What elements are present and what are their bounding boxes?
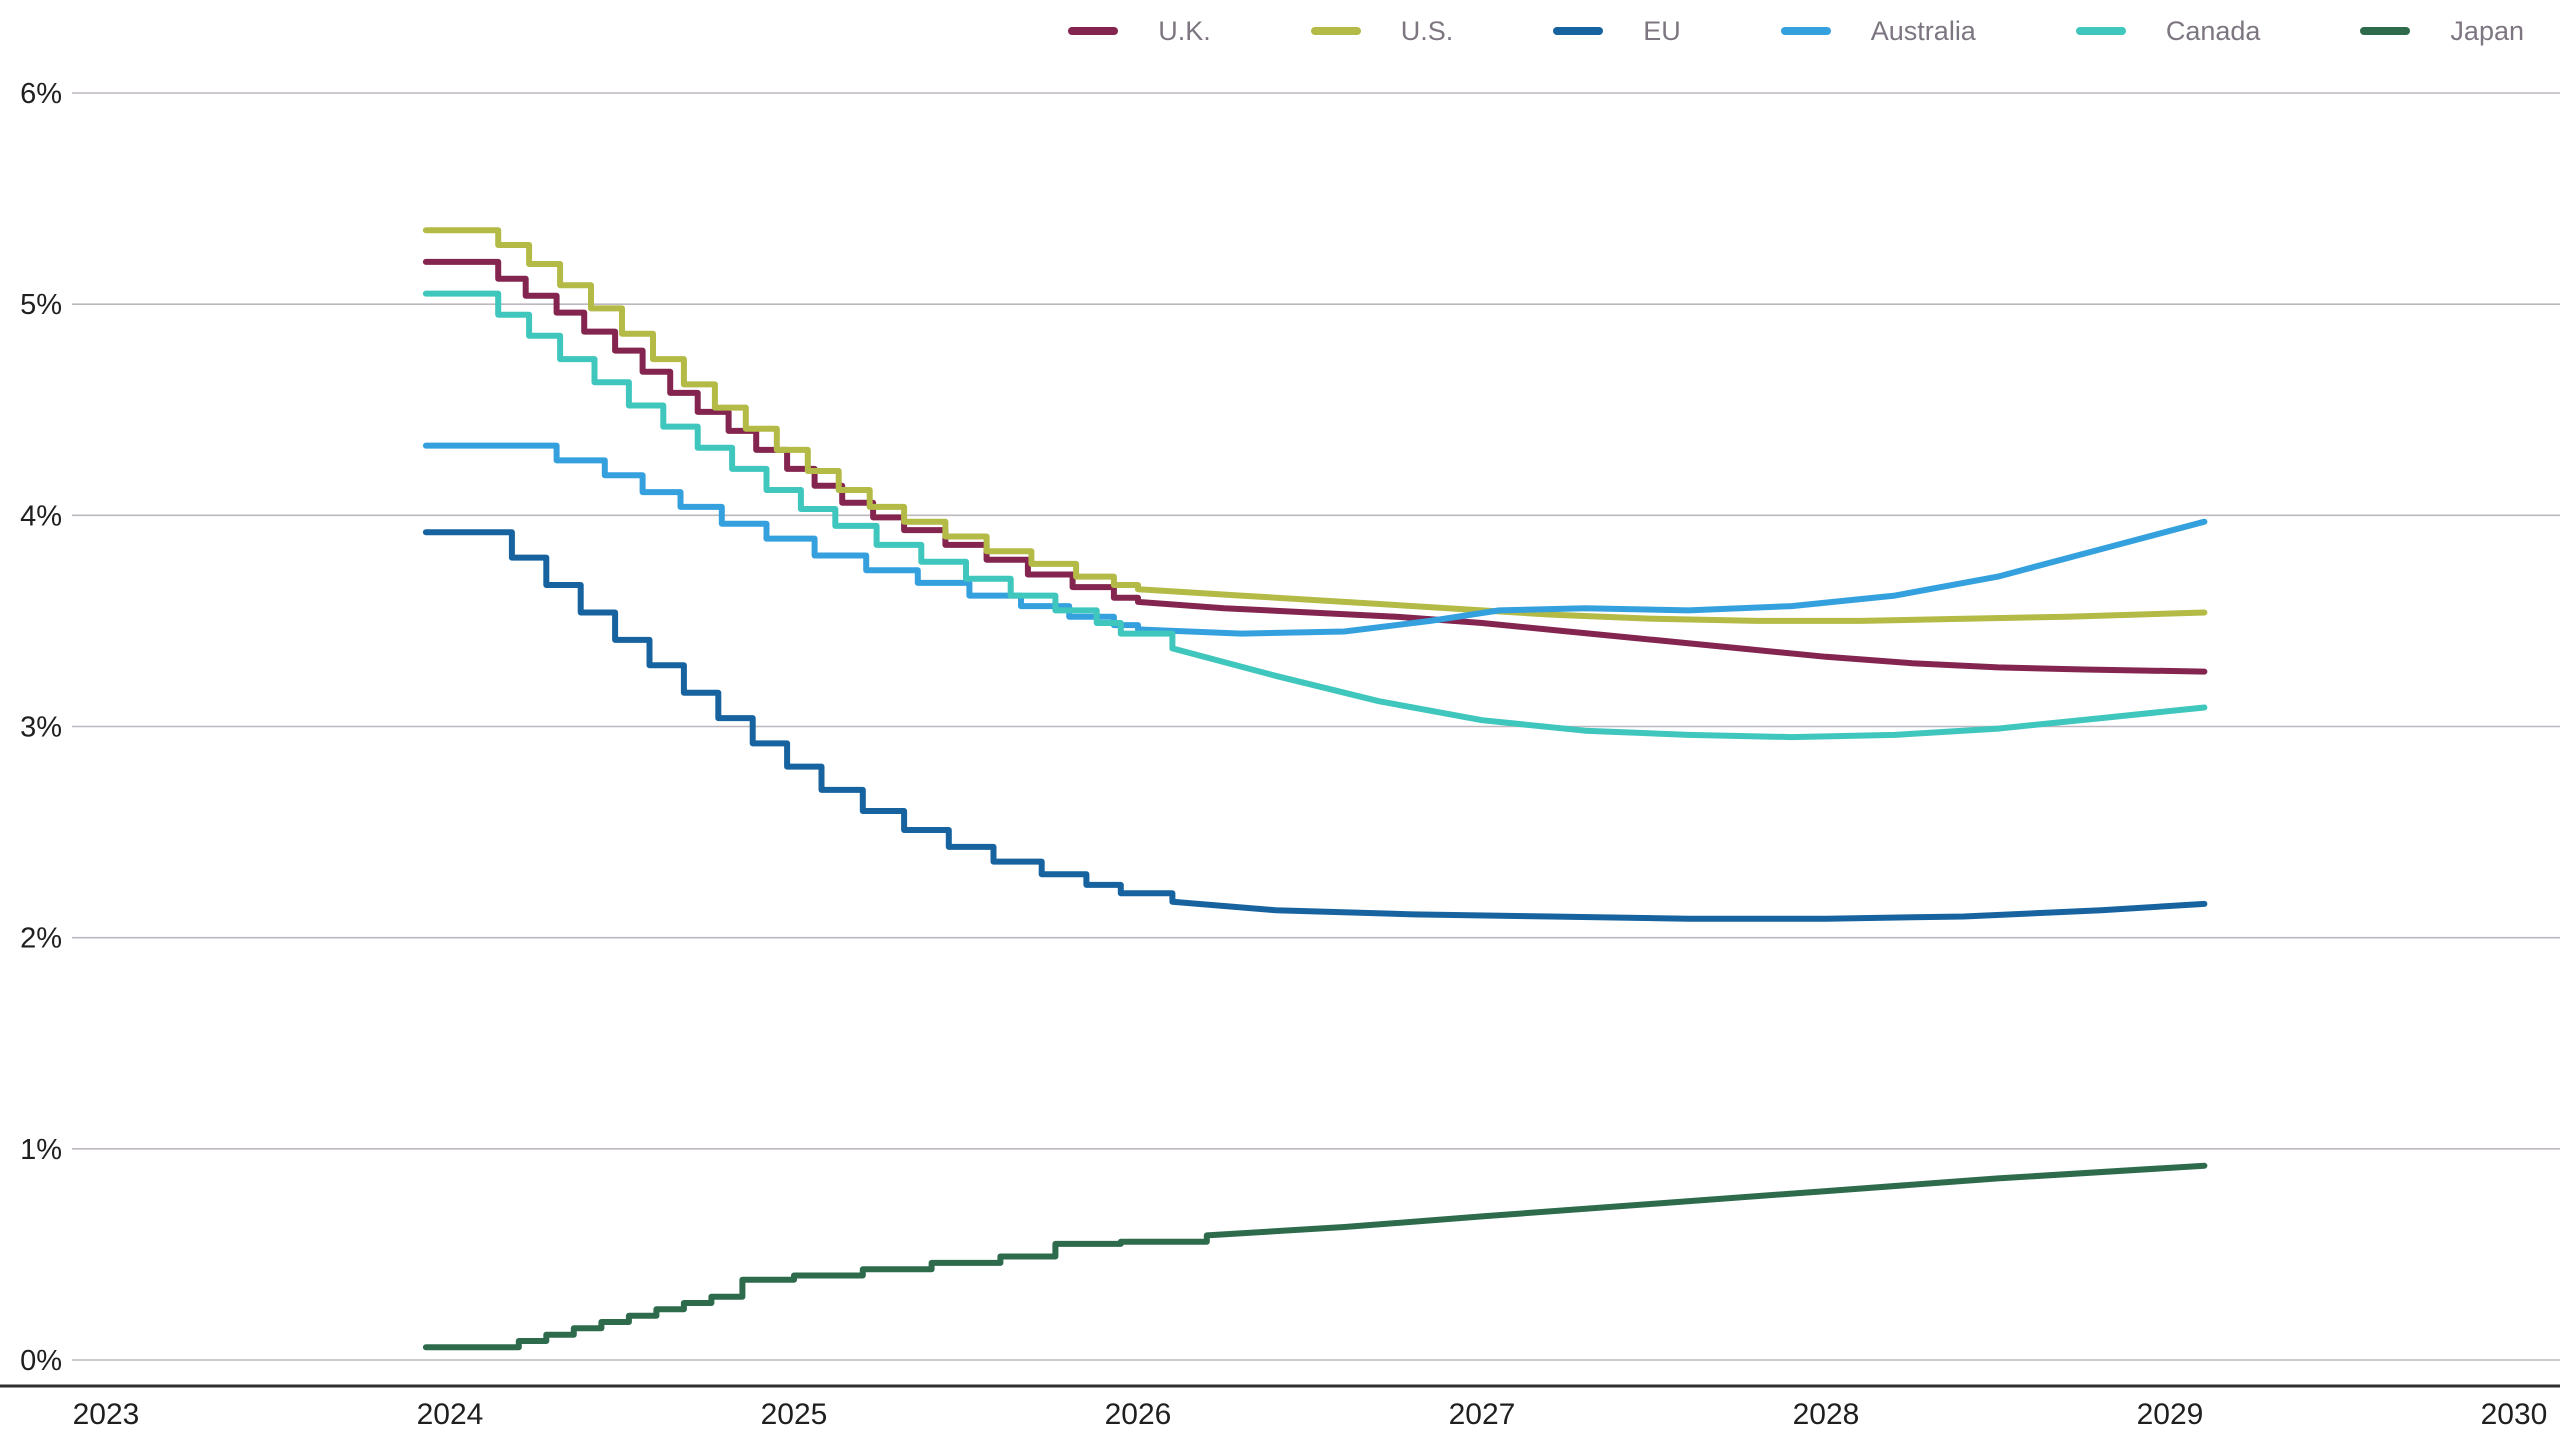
legend-swatch-australia bbox=[1780, 27, 1831, 35]
x-tick-label: 2029 bbox=[2137, 1398, 2204, 1431]
x-tick-label: 2027 bbox=[1449, 1398, 1516, 1431]
x-tick-label: 2028 bbox=[1793, 1398, 1860, 1431]
legend-label-australia: Australia bbox=[1870, 15, 1976, 46]
legend-swatch-uk bbox=[1068, 27, 1119, 35]
x-tick-label: 2025 bbox=[761, 1398, 828, 1431]
series-line-eu bbox=[422, 529, 2208, 922]
x-tick-label: 2030 bbox=[2481, 1398, 2548, 1431]
y-tick-label: 5% bbox=[20, 289, 62, 321]
y-tick-label: 2% bbox=[20, 923, 62, 955]
legend-swatch-us bbox=[1310, 27, 1361, 35]
y-tick-label: 6% bbox=[20, 78, 62, 110]
x-tick-label: 2023 bbox=[73, 1398, 140, 1431]
legend-label-canada: Canada bbox=[2165, 15, 2261, 46]
legend: U.K. U.S. EU Australia Canada Japan bbox=[1068, 14, 2524, 48]
legend-label-uk: U.K. bbox=[1158, 15, 1211, 46]
series-line-us bbox=[422, 227, 2208, 624]
x-tick-label: 2024 bbox=[417, 1398, 484, 1431]
legend-item-japan: Japan bbox=[2360, 15, 2524, 46]
series-line-uk bbox=[422, 258, 2208, 675]
series-line-canada bbox=[422, 290, 2208, 741]
y-tick-label: 0% bbox=[20, 1345, 62, 1377]
series-line-australia bbox=[422, 442, 2208, 637]
legend-item-eu: EU bbox=[1553, 15, 1681, 46]
legend-swatch-eu bbox=[1553, 27, 1604, 35]
legend-item-us: U.S. bbox=[1310, 15, 1454, 46]
legend-label-us: U.S. bbox=[1400, 15, 1454, 46]
y-tick-label: 1% bbox=[20, 1134, 62, 1166]
legend-item-australia: Australia bbox=[1780, 15, 1976, 46]
legend-label-eu: EU bbox=[1643, 15, 1681, 46]
x-tick-label: 2026 bbox=[1105, 1398, 1172, 1431]
series-line-japan bbox=[422, 1162, 2208, 1351]
legend-swatch-japan bbox=[2360, 27, 2411, 35]
y-tick-label: 3% bbox=[20, 712, 62, 744]
legend-swatch-canada bbox=[2075, 27, 2126, 35]
legend-item-uk: U.K. bbox=[1068, 15, 1211, 46]
legend-label-japan: Japan bbox=[2450, 15, 2524, 46]
y-tick-label: 4% bbox=[20, 500, 62, 532]
legend-item-canada: Canada bbox=[2075, 15, 2261, 46]
